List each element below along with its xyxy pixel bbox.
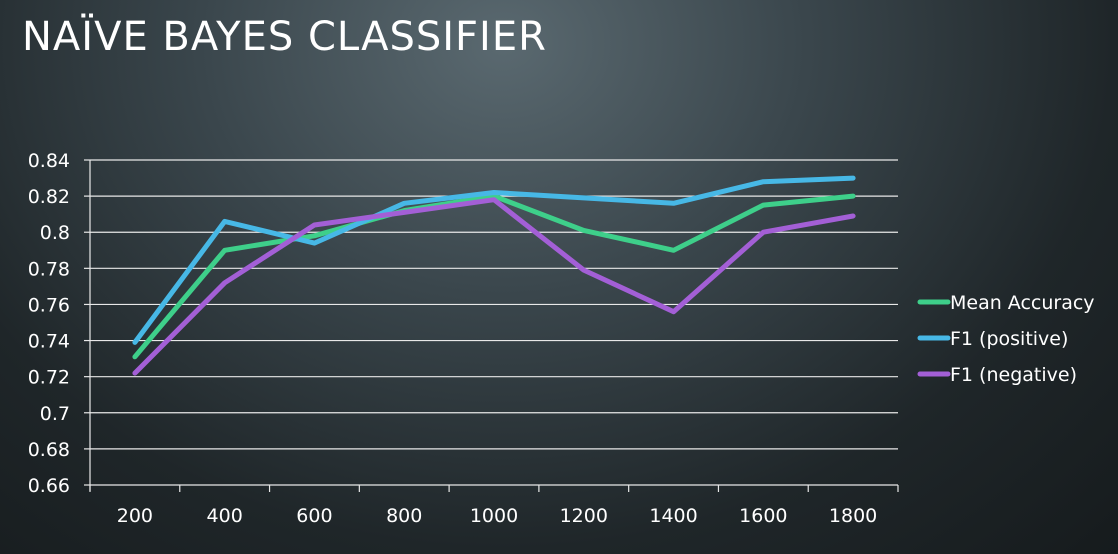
y-tick-label: 0.68 [28,439,70,461]
legend-label: F1 (negative) [950,364,1077,386]
slide-title: NAÏVE BAYES CLASSIFIER [22,14,547,60]
x-tick-label: 800 [386,505,422,527]
series-line [132,193,856,360]
x-axis-tick-labels: 200 400 600 800 1000 1200 1400 1600 1800 [117,505,878,527]
y-tick-label: 0.8 [40,222,70,244]
y-tick-label: 0.82 [28,186,70,208]
y-tick-label: 0.72 [28,367,70,389]
y-tick-label: 0.66 [28,475,70,497]
legend: Mean Accuracy F1 (positive) F1 (negative) [917,292,1095,386]
y-tick-label: 0.76 [28,294,70,316]
x-tick-label: 1400 [649,505,697,527]
x-tick-label: 1600 [739,505,787,527]
y-tick-label: 0.78 [28,258,70,280]
y-tick-label: 0.7 [40,403,70,425]
x-tick-label: 1200 [560,505,608,527]
legend-label: F1 (positive) [950,328,1068,350]
grid-lines [90,159,898,486]
x-tick-label: 400 [207,505,243,527]
y-axis-tick-labels: 0.66 0.68 0.7 0.72 0.74 0.76 0.78 0.8 0.82 0.84 [28,150,70,497]
legend-label: Mean Accuracy [950,292,1095,314]
chart-axes [84,159,899,492]
x-tick-label: 1000 [470,505,518,527]
x-tick-label: 600 [296,505,332,527]
series-lines [132,175,856,376]
x-tick-label: 200 [117,505,153,527]
x-tick-label: 1800 [829,505,877,527]
y-tick-label: 0.84 [28,150,70,172]
y-tick-label: 0.74 [28,331,70,353]
